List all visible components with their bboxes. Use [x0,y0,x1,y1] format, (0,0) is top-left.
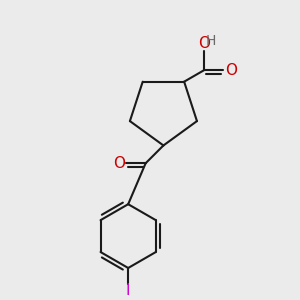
Text: I: I [126,283,130,298]
Text: H: H [206,34,217,48]
Text: O: O [198,36,210,51]
Text: O: O [225,63,237,78]
Text: O: O [113,156,125,171]
